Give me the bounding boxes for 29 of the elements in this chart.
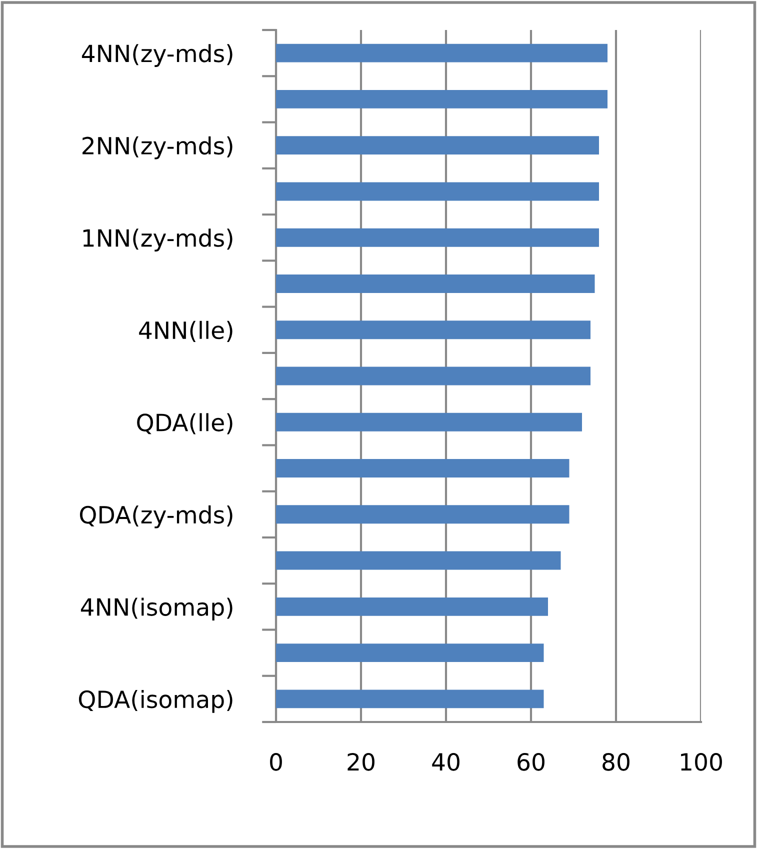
bar bbox=[276, 44, 608, 62]
y-tick-label: QDA(isomap) bbox=[78, 690, 232, 713]
x-tick-label: 80 bbox=[602, 752, 630, 771]
y-tick-label: QDA(zy-mds) bbox=[80, 505, 232, 528]
bar bbox=[276, 551, 561, 570]
bar bbox=[276, 412, 582, 432]
y-tick-label: 4NN(zy-mds) bbox=[82, 44, 232, 67]
bar bbox=[276, 90, 608, 108]
x-tick-label: 20 bbox=[348, 752, 374, 771]
bar bbox=[276, 182, 599, 201]
bar bbox=[276, 644, 544, 662]
y-tick-label: 2NN(zy-mds) bbox=[82, 136, 232, 160]
bar bbox=[276, 459, 570, 478]
bar bbox=[276, 366, 590, 386]
bar bbox=[276, 505, 570, 524]
y-tick-label: 1NN(zy-mds) bbox=[83, 228, 232, 252]
x-tick-label: 100 bbox=[681, 752, 722, 771]
y-tick-label: QDA(lle) bbox=[137, 413, 232, 434]
bar bbox=[276, 320, 590, 340]
y-tick-label: 4NN(isomap) bbox=[80, 598, 232, 621]
bar bbox=[276, 274, 595, 293]
x-tick-label: 40 bbox=[432, 752, 460, 771]
bar bbox=[276, 690, 544, 708]
bar bbox=[276, 597, 548, 616]
bar bbox=[276, 228, 599, 247]
y-tick-label: 4NN(lle) bbox=[139, 320, 232, 342]
bar bbox=[276, 136, 599, 155]
x-tick-label: 0 bbox=[270, 752, 282, 771]
x-tick-label: 60 bbox=[518, 752, 544, 771]
